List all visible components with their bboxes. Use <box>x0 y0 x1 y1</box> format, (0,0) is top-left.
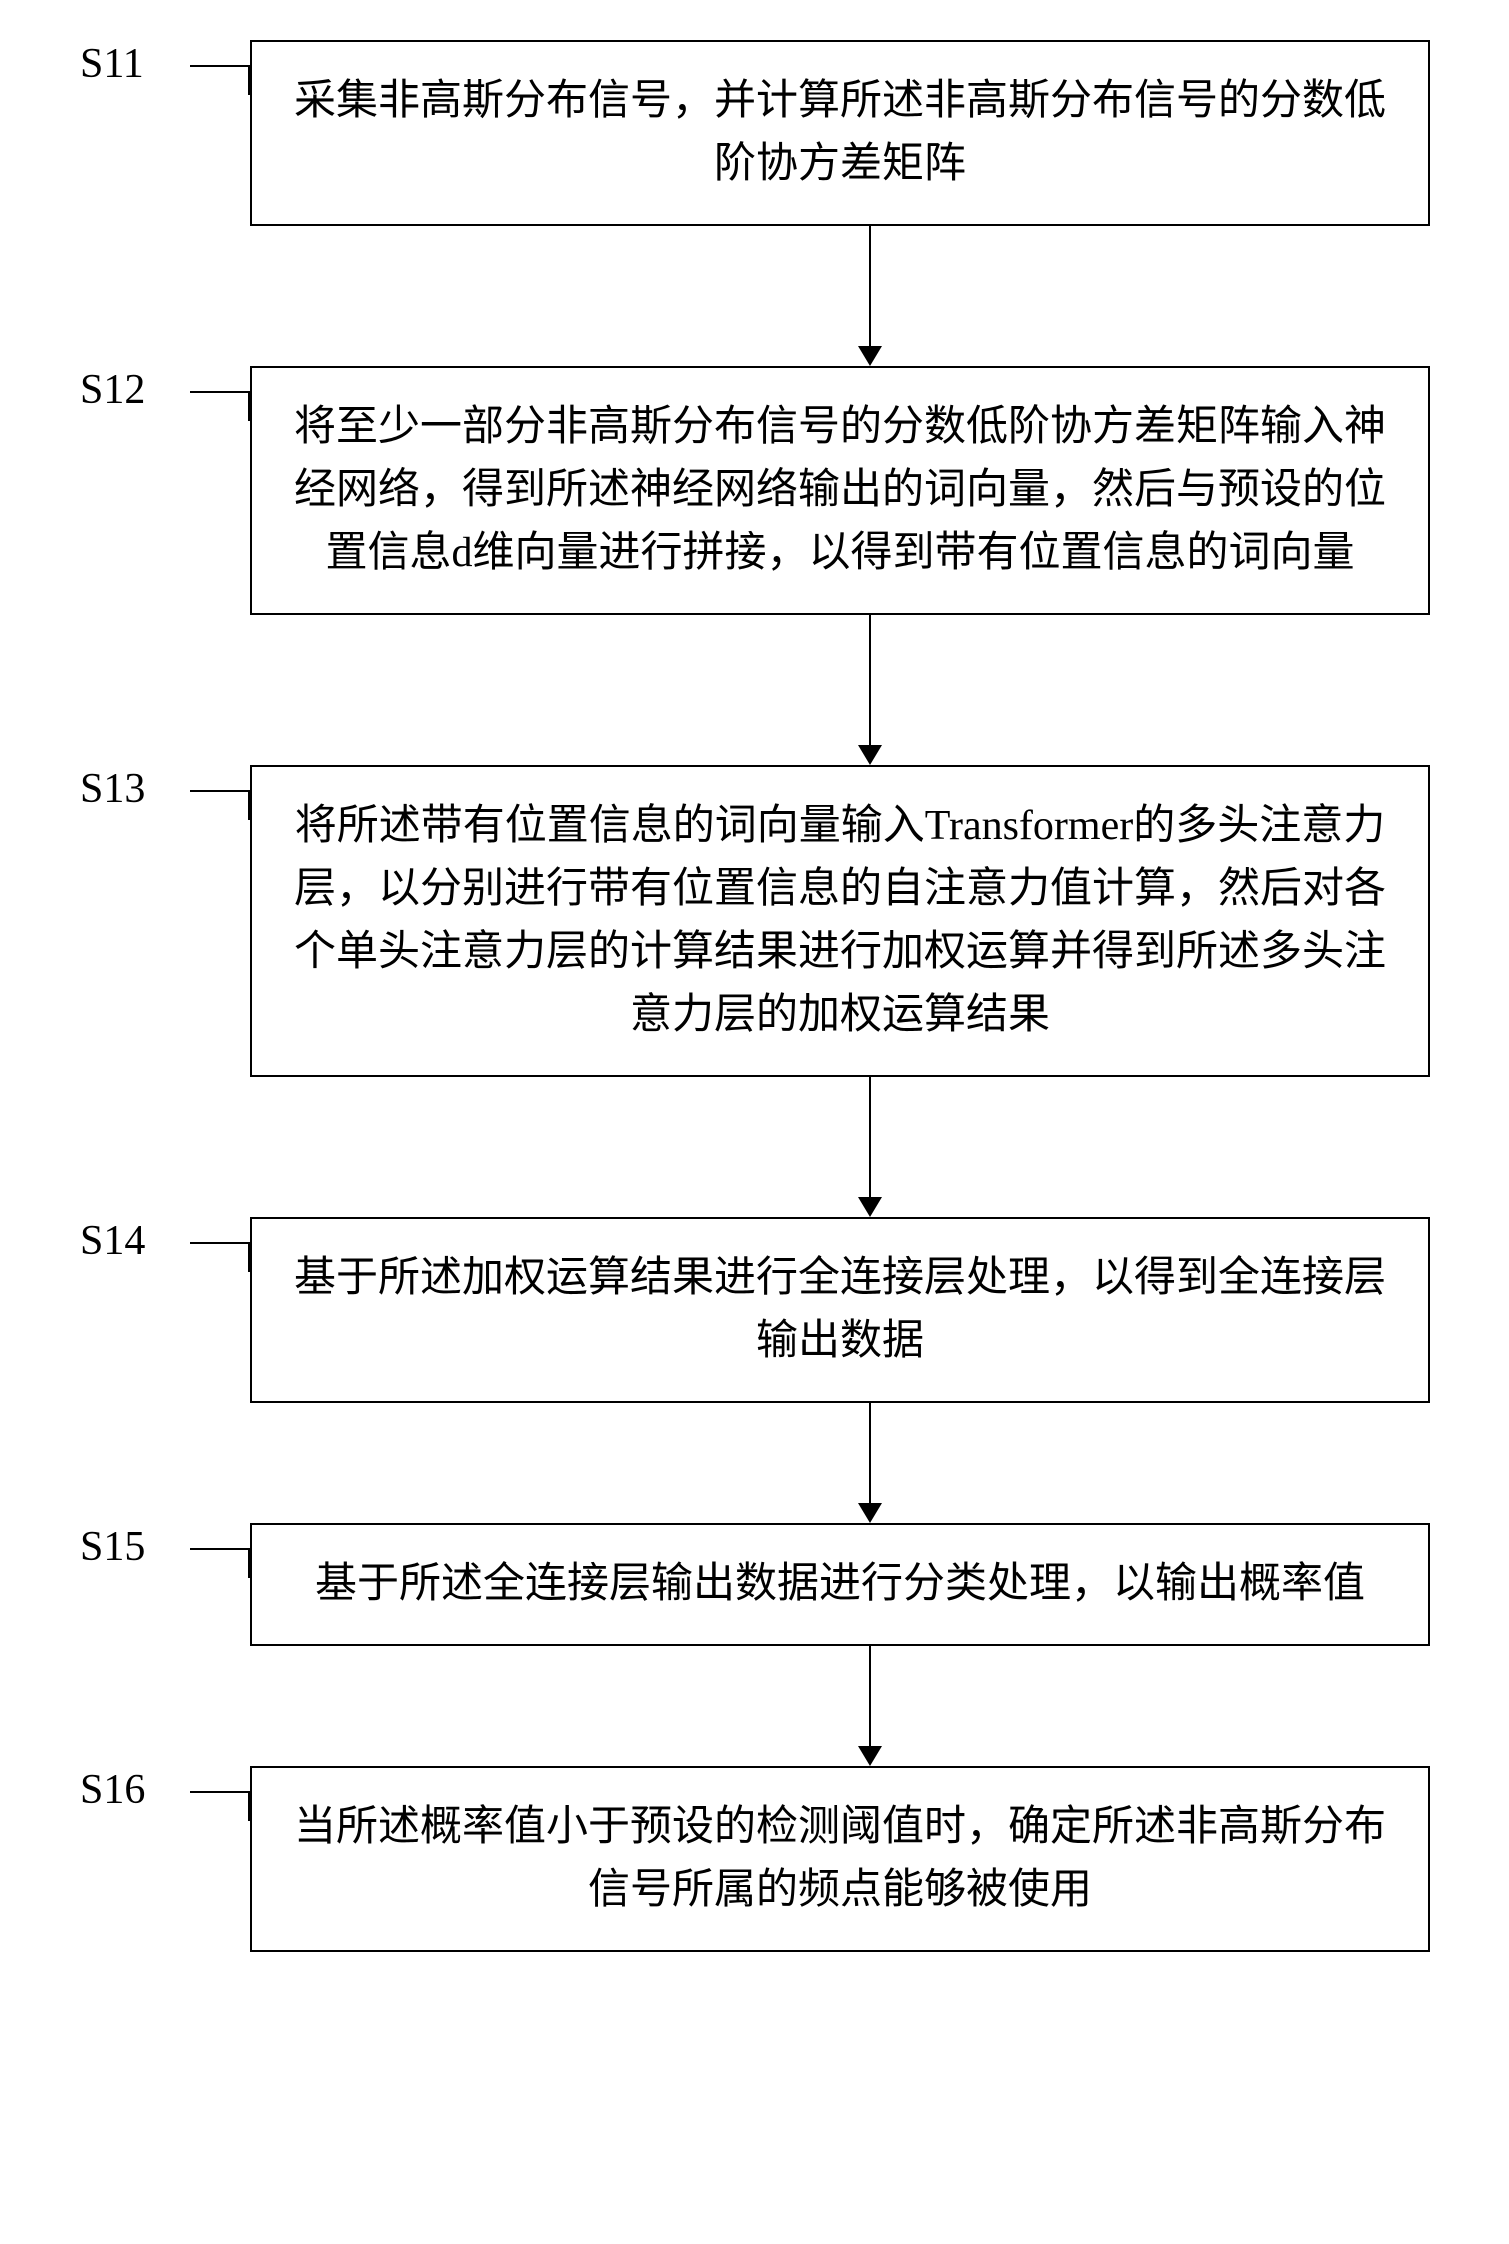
step-row-s11: S11 采集非高斯分布信号，并计算所述非高斯分布信号的分数低阶协方差矩阵 <box>20 40 1489 226</box>
flowchart-container: S11 采集非高斯分布信号，并计算所述非高斯分布信号的分数低阶协方差矩阵 S12… <box>20 40 1489 1952</box>
arrow-head-icon <box>858 346 882 366</box>
step-row-s16: S16 当所述概率值小于预设的检测阈值时，确定所述非高斯分布信号所属的频点能够被… <box>20 1766 1489 1952</box>
label-connector <box>190 1242 250 1272</box>
arrow-s13-s14 <box>280 1077 1460 1217</box>
arrow-line <box>869 1403 871 1503</box>
arrow-s15-s16 <box>280 1646 1460 1766</box>
step-label-s12: S12 <box>80 366 145 414</box>
label-connector <box>190 391 250 421</box>
arrow-head-icon <box>858 1503 882 1523</box>
label-connector <box>190 1548 250 1578</box>
arrow-head-icon <box>858 745 882 765</box>
step-box-s13: 将所述带有位置信息的词向量输入Transformer的多头注意力层，以分别进行带… <box>250 765 1430 1077</box>
label-connector <box>190 790 250 820</box>
step-row-s14: S14 基于所述加权运算结果进行全连接层处理，以得到全连接层输出数据 <box>20 1217 1489 1403</box>
step-row-s13: S13 将所述带有位置信息的词向量输入Transformer的多头注意力层，以分… <box>20 765 1489 1077</box>
arrow-line <box>869 615 871 745</box>
arrow-line <box>869 1646 871 1746</box>
step-label-s15: S15 <box>80 1523 145 1571</box>
arrow-s11-s12 <box>280 226 1460 366</box>
step-label-s11: S11 <box>80 40 144 88</box>
step-box-s11: 采集非高斯分布信号，并计算所述非高斯分布信号的分数低阶协方差矩阵 <box>250 40 1430 226</box>
step-label-s14: S14 <box>80 1217 145 1265</box>
step-box-s14: 基于所述加权运算结果进行全连接层处理，以得到全连接层输出数据 <box>250 1217 1430 1403</box>
step-row-s15: S15 基于所述全连接层输出数据进行分类处理，以输出概率值 <box>20 1523 1489 1646</box>
arrow-line <box>869 226 871 346</box>
step-box-s12: 将至少一部分非高斯分布信号的分数低阶协方差矩阵输入神经网络，得到所述神经网络输出… <box>250 366 1430 615</box>
arrow-s12-s13 <box>280 615 1460 765</box>
step-label-s16: S16 <box>80 1766 145 1814</box>
step-box-s16: 当所述概率值小于预设的检测阈值时，确定所述非高斯分布信号所属的频点能够被使用 <box>250 1766 1430 1952</box>
step-label-s13: S13 <box>80 765 145 813</box>
arrow-s14-s15 <box>280 1403 1460 1523</box>
label-connector <box>190 1791 250 1821</box>
arrow-head-icon <box>858 1197 882 1217</box>
step-row-s12: S12 将至少一部分非高斯分布信号的分数低阶协方差矩阵输入神经网络，得到所述神经… <box>20 366 1489 615</box>
step-box-s15: 基于所述全连接层输出数据进行分类处理，以输出概率值 <box>250 1523 1430 1646</box>
arrow-line <box>869 1077 871 1197</box>
arrow-head-icon <box>858 1746 882 1766</box>
label-connector <box>190 65 250 95</box>
